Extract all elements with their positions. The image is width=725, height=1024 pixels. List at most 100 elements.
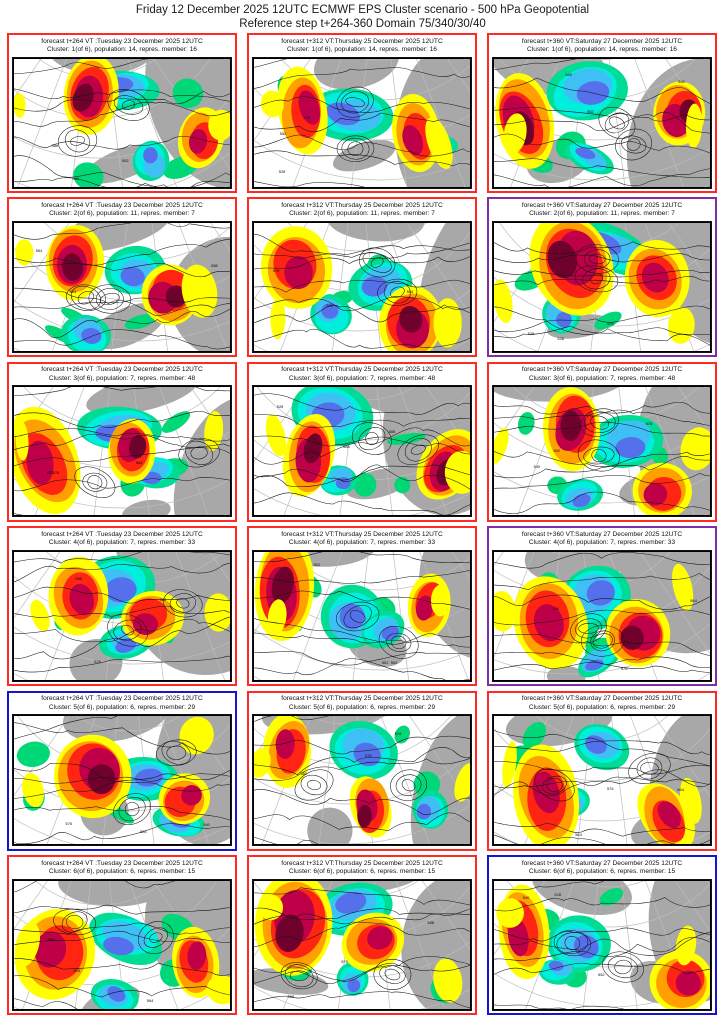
panel-cluster-header: Cluster: 4(of 6), population: 7, repres.… bbox=[288, 539, 436, 547]
svg-text:588: 588 bbox=[288, 994, 295, 999]
svg-text:588: 588 bbox=[427, 920, 434, 925]
panel-forecast-header: forecast t+360 VT:Saturday 27 December 2… bbox=[521, 695, 683, 703]
svg-text:564: 564 bbox=[147, 998, 154, 1003]
svg-text:552: 552 bbox=[553, 448, 560, 453]
map-image: 576 552 564 bbox=[12, 385, 232, 518]
cluster-panel: forecast t+264 VT :Tuesday 23 December 2… bbox=[7, 361, 237, 522]
svg-text:552: 552 bbox=[382, 660, 389, 665]
svg-text:528: 528 bbox=[554, 892, 561, 897]
panel-cluster-header: Cluster: 3(of 6), population: 7, repres.… bbox=[48, 374, 196, 382]
panel-forecast-header: forecast t+312 VT:Thursday 25 December 2… bbox=[281, 695, 443, 703]
svg-text:576: 576 bbox=[621, 666, 628, 671]
svg-text:576: 576 bbox=[365, 753, 372, 758]
cluster-panel: forecast t+360 VT:Saturday 27 December 2… bbox=[487, 690, 717, 851]
svg-text:540: 540 bbox=[523, 895, 530, 900]
svg-text:552: 552 bbox=[598, 972, 605, 977]
svg-text:540: 540 bbox=[552, 606, 559, 611]
panel-forecast-header: forecast t+360 VT:Saturday 27 December 2… bbox=[521, 530, 683, 538]
map-image: 576 528 540 bbox=[12, 714, 232, 847]
panel-cluster-header: Cluster: 4(of 6), population: 7, repres.… bbox=[528, 539, 676, 547]
svg-text:564: 564 bbox=[69, 289, 76, 294]
svg-text:576: 576 bbox=[94, 659, 101, 664]
page-subtitle: Reference step t+264-360 Domain 75/340/3… bbox=[239, 18, 486, 30]
panel-forecast-header: forecast t+312 VT:Thursday 25 December 2… bbox=[281, 530, 443, 538]
svg-text:540: 540 bbox=[678, 79, 685, 84]
cluster-panel: forecast t+264 VT :Tuesday 23 December 2… bbox=[7, 526, 237, 687]
panel-forecast-header: forecast t+264 VT :Tuesday 23 December 2… bbox=[41, 37, 203, 45]
panel-forecast-header: forecast t+264 VT :Tuesday 23 December 2… bbox=[41, 366, 203, 374]
svg-text:528: 528 bbox=[607, 321, 614, 326]
svg-text:588: 588 bbox=[48, 937, 55, 942]
cluster-panel: forecast t+264 VT :Tuesday 23 December 2… bbox=[7, 33, 237, 193]
map-image: 540 552 540 bbox=[492, 56, 712, 189]
map-image: 528 528 528 bbox=[492, 221, 712, 354]
panel-cluster-header: Cluster: 1(of 6), population: 14, repres… bbox=[527, 46, 677, 54]
panel-forecast-header: forecast t+360 VT:Saturday 27 December 2… bbox=[521, 366, 683, 374]
panel-cluster-header: Cluster: 6(of 6), population: 6, repres.… bbox=[288, 868, 436, 876]
svg-text:540: 540 bbox=[72, 176, 79, 181]
panel-forecast-header: forecast t+360 VT:Saturday 27 December 2… bbox=[521, 859, 683, 867]
svg-text:552: 552 bbox=[313, 562, 320, 567]
map-image: 576 576 552 bbox=[252, 714, 472, 847]
panel-forecast-header: forecast t+264 VT :Tuesday 23 December 2… bbox=[41, 530, 203, 538]
svg-text:552: 552 bbox=[587, 109, 594, 114]
cluster-panel: forecast t+312 VT:Thursday 25 December 2… bbox=[247, 526, 477, 687]
map-image: 552 576 540 bbox=[492, 385, 712, 518]
cluster-panel: forecast t+312 VT:Thursday 25 December 2… bbox=[247, 33, 477, 193]
svg-text:576: 576 bbox=[66, 821, 73, 826]
svg-text:540: 540 bbox=[565, 72, 572, 77]
svg-text:588: 588 bbox=[389, 429, 396, 434]
svg-text:576: 576 bbox=[341, 959, 348, 964]
panel-cluster-header: Cluster: 5(of 6), population: 6, repres.… bbox=[528, 703, 676, 711]
panel-cluster-header: Cluster: 1(of 6), population: 14, repres… bbox=[287, 46, 437, 54]
panel-forecast-header: forecast t+264 VT :Tuesday 23 December 2… bbox=[41, 695, 203, 703]
panel-forecast-header: forecast t+312 VT:Thursday 25 December 2… bbox=[281, 37, 443, 45]
map-image: 588 588 576 bbox=[12, 549, 232, 682]
svg-text:576: 576 bbox=[646, 421, 653, 426]
cluster-panel: forecast t+360 VT:Saturday 27 December 2… bbox=[487, 197, 717, 358]
map-image: 576 564 540 bbox=[492, 549, 712, 682]
cluster-panel: forecast t+360 VT:Saturday 27 December 2… bbox=[487, 33, 717, 193]
panel-forecast-header: forecast t+312 VT:Thursday 25 December 2… bbox=[281, 201, 443, 209]
panel-forecast-header: forecast t+264 VT :Tuesday 23 December 2… bbox=[41, 859, 203, 867]
map-image: 552 528 540 bbox=[492, 878, 712, 1011]
svg-text:588: 588 bbox=[211, 263, 218, 268]
svg-text:528: 528 bbox=[528, 331, 535, 336]
panel-forecast-header: forecast t+312 VT:Thursday 25 December 2… bbox=[281, 366, 443, 374]
panel-cluster-header: Cluster: 5(of 6), population: 6, repres.… bbox=[288, 703, 436, 711]
svg-text:552: 552 bbox=[280, 131, 287, 136]
svg-text:552: 552 bbox=[391, 660, 398, 665]
svg-text:588: 588 bbox=[343, 444, 350, 449]
panel-cluster-header: Cluster: 6(of 6), population: 6, repres.… bbox=[528, 868, 676, 876]
panel-cluster-header: Cluster: 4(of 6), population: 7, repres.… bbox=[48, 539, 196, 547]
panel-cluster-header: Cluster: 5(of 6), population: 6, repres.… bbox=[48, 703, 196, 711]
cluster-panel: forecast t+360 VT:Saturday 27 December 2… bbox=[487, 855, 717, 1015]
svg-text:576: 576 bbox=[395, 731, 402, 736]
panel-forecast-header: forecast t+360 VT:Saturday 27 December 2… bbox=[521, 37, 683, 45]
svg-text:576: 576 bbox=[273, 268, 280, 273]
panel-cluster-header: Cluster: 1(of 6), population: 14, repres… bbox=[47, 46, 197, 54]
panel-forecast-header: forecast t+360 VT:Saturday 27 December 2… bbox=[521, 201, 683, 209]
svg-text:528: 528 bbox=[557, 336, 564, 341]
svg-text:588: 588 bbox=[75, 576, 82, 581]
svg-text:540: 540 bbox=[534, 464, 541, 469]
cluster-panel: forecast t+312 VT:Thursday 25 December 2… bbox=[247, 361, 477, 522]
map-image: 528 588 588 bbox=[252, 385, 472, 518]
cluster-panel: forecast t+264 VT :Tuesday 23 December 2… bbox=[7, 197, 237, 358]
map-image: 576 588 588 bbox=[252, 878, 472, 1011]
panel-forecast-header: forecast t+264 VT :Tuesday 23 December 2… bbox=[41, 201, 203, 209]
svg-text:564: 564 bbox=[575, 832, 582, 837]
panel-cluster-header: Cluster: 3(of 6), population: 7, repres.… bbox=[528, 374, 676, 382]
cluster-panel: forecast t+360 VT:Saturday 27 December 2… bbox=[487, 361, 717, 522]
panel-forecast-header: forecast t+312 VT:Thursday 25 December 2… bbox=[281, 859, 443, 867]
page-title: Friday 12 December 2025 12UTC ECMWF EPS … bbox=[135, 4, 590, 16]
panel-cluster-header: Cluster: 3(of 6), population: 7, repres.… bbox=[288, 374, 436, 382]
cluster-panel: forecast t+360 VT:Saturday 27 December 2… bbox=[487, 526, 717, 687]
svg-text:576: 576 bbox=[304, 115, 311, 120]
panel-cluster-header: Cluster: 2(of 6), population: 11, repres… bbox=[49, 210, 195, 218]
svg-text:564: 564 bbox=[677, 787, 684, 792]
svg-text:576: 576 bbox=[607, 786, 614, 791]
panel-cluster-header: Cluster: 6(of 6), population: 6, repres.… bbox=[48, 868, 196, 876]
cluster-panel: forecast t+264 VT :Tuesday 23 December 2… bbox=[7, 855, 237, 1015]
